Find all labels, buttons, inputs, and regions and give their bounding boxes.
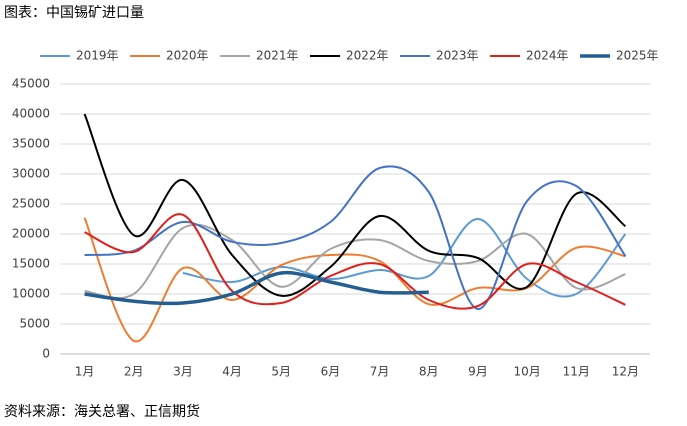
x-tick-label: 9月 [468,365,488,379]
y-tick-label: 30000 [12,167,50,181]
legend-label: 2021年 [256,49,299,63]
legend-label: 2020年 [166,49,209,63]
legend-label: 2022年 [346,49,389,63]
x-tick-label: 3月 [173,365,193,379]
y-tick-label: 0 [42,347,50,361]
x-tick-label: 5月 [271,365,291,379]
legend-label: 2023年 [436,49,479,63]
legend-label: 2024年 [526,49,569,63]
y-tick-label: 15000 [12,257,50,271]
series-line [84,223,626,300]
source-note: 资料来源：海关总署、正信期货 [4,403,200,420]
x-tick-label: 2月 [124,365,144,379]
y-tick-label: 40000 [12,107,50,121]
x-tick-label: 7月 [370,365,390,379]
series-line [84,165,627,311]
chart-title: 图表：中国锡矿进口量 [4,5,144,21]
x-tick-label: 12月 [612,365,639,379]
y-tick-label: 45000 [12,77,50,91]
x-tick-label: 1月 [75,365,95,379]
series-line [84,270,429,306]
x-tick-label: 4月 [222,365,242,379]
x-tick-label: 11月 [563,365,590,379]
y-tick-label: 25000 [12,197,50,211]
series-line [83,113,627,297]
series-line [84,213,626,310]
x-tick-label: 10月 [513,365,540,379]
y-tick-label: 10000 [12,287,50,301]
x-tick-label: 6月 [321,365,341,379]
x-tick-label: 8月 [419,365,439,379]
legend-label: 2025年 [616,49,659,63]
y-tick-label: 35000 [12,137,50,151]
y-tick-label: 5000 [19,317,50,331]
y-tick-label: 20000 [12,227,50,241]
legend-label: 2019年 [76,49,119,63]
series-line [83,217,626,343]
